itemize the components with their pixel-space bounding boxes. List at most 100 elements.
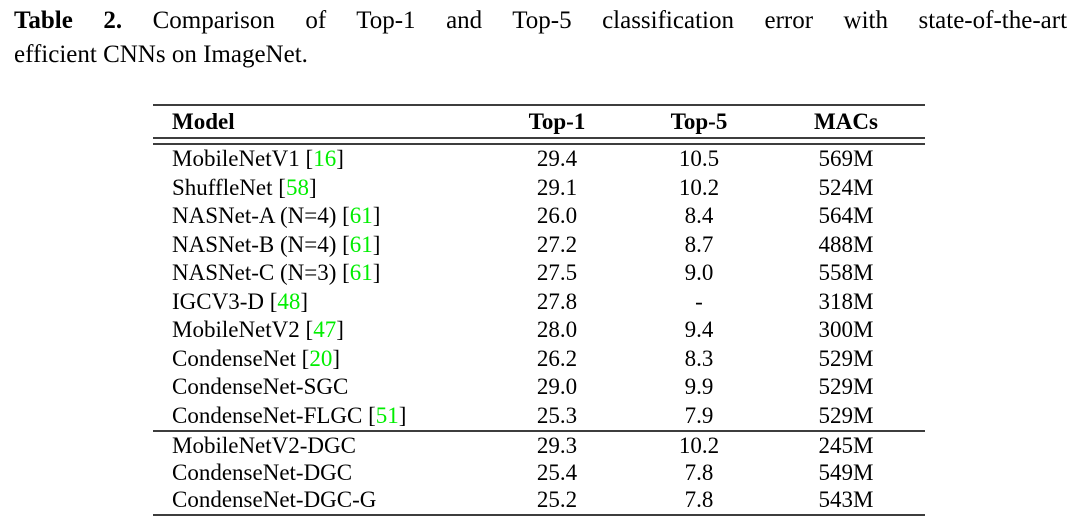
- table-group-baselines: MobileNetV1 [16] 29.4 10.5 569M ShuffleNet […: [153, 145, 925, 430]
- top5-cell: 10.5: [678, 146, 720, 172]
- table-row: CondenseNet-DGC 25.4 7.8 549M: [153, 459, 925, 486]
- top5-cell: 10.2: [678, 432, 720, 458]
- citation-bracket-open: [: [272, 174, 286, 200]
- caption-text: Comparison of Top-1 and Top-5 classifica…: [152, 7, 1068, 34]
- top1-cell: 29.0: [536, 374, 578, 400]
- table-row: NASNet-C (N=3) [61] 27.5 9.0 558M: [153, 259, 925, 288]
- table-row: MobileNetV1 [16] 29.4 10.5 569M: [153, 145, 925, 174]
- macs-cell: 569M: [818, 146, 874, 172]
- macs-cell: 488M: [818, 231, 874, 257]
- model-name: IGCV3-D: [172, 288, 264, 314]
- column-header-model: Model: [172, 108, 235, 134]
- model-cell: IGCV3-D [48]: [153, 289, 483, 315]
- citation-link[interactable]: 61: [349, 203, 373, 229]
- citation-bracket-close: ]: [372, 260, 381, 286]
- model-name: NASNet-B (N=4): [172, 231, 337, 257]
- citation-bracket-open: [: [336, 231, 350, 257]
- table-row: MobileNetV2-DGC 29.3 10.2 245M: [153, 432, 925, 459]
- table-row: IGCV3-D [48] 27.8 - 318M: [153, 288, 925, 317]
- column-header-top5: Top-5: [670, 108, 728, 134]
- citation-bracket-open: [: [295, 345, 310, 371]
- top1-cell: 27.8: [536, 288, 578, 314]
- citation-link[interactable]: 58: [285, 174, 309, 200]
- table-row: NASNet-A (N=4) [61] 26.0 8.4 564M: [153, 202, 925, 231]
- table-row: CondenseNet-DGC-G 25.2 7.8 543M: [153, 487, 925, 514]
- top5-cell: 9.9: [684, 374, 714, 400]
- model-name: ShuffleNet: [172, 174, 273, 200]
- caption-line-2: efficient CNNs on ImageNet.: [14, 41, 308, 68]
- macs-cell: 529M: [818, 374, 874, 400]
- top5-cell: 9.0: [684, 260, 714, 286]
- citation-bracket-close: ]: [372, 203, 381, 229]
- model-name: NASNet-C (N=3): [172, 260, 337, 286]
- citation-bracket-open: [: [336, 260, 350, 286]
- macs-cell: 543M: [818, 487, 874, 513]
- top1-cell: 27.2: [536, 231, 578, 257]
- top5-cell: 9.4: [684, 317, 714, 343]
- citation-bracket-close: ]: [372, 231, 381, 257]
- model-cell: CondenseNet-FLGC [51]: [153, 403, 483, 429]
- citation-bracket-close: ]: [336, 146, 344, 172]
- model-cell: NASNet-B (N=4) [61]: [153, 232, 483, 258]
- model-name: CondenseNet-SGC: [172, 374, 349, 400]
- comparison-table: Model Top-1 Top-5 MACs MobileNetV1 [16] 2…: [153, 104, 925, 517]
- citation-link[interactable]: 16: [313, 146, 337, 172]
- model-cell: MobileNetV2 [47]: [153, 317, 483, 343]
- header-row: Model Top-1 Top-5 MACs: [153, 106, 925, 137]
- citation-link[interactable]: 51: [375, 402, 399, 428]
- model-cell: CondenseNet [20]: [153, 346, 483, 372]
- model-cell: CondenseNet-SGC: [153, 374, 483, 400]
- model-name: MobileNetV2: [172, 317, 300, 343]
- top5-cell: -: [695, 288, 703, 314]
- citation-link[interactable]: 20: [309, 345, 333, 371]
- top1-cell: 27.5: [536, 260, 578, 286]
- top1-cell: 26.2: [536, 345, 578, 371]
- citation-bracket-close: ]: [398, 402, 407, 428]
- top5-cell: 7.8: [684, 487, 714, 513]
- citation-bracket-close: ]: [332, 345, 341, 371]
- model-name: CondenseNet-DGC-G: [172, 487, 377, 513]
- macs-cell: 524M: [818, 174, 874, 200]
- table-row: CondenseNet [20] 26.2 8.3 529M: [153, 345, 925, 374]
- macs-cell: 558M: [818, 260, 874, 286]
- macs-cell: 549M: [818, 460, 874, 486]
- citation-link[interactable]: 47: [313, 317, 337, 343]
- top5-cell: 7.8: [684, 460, 714, 486]
- top1-cell: 25.4: [536, 460, 578, 486]
- top5-cell: 7.9: [684, 402, 714, 428]
- macs-cell: 564M: [818, 203, 874, 229]
- caption-label: Table 2.: [14, 7, 123, 34]
- top1-cell: 29.4: [536, 146, 578, 172]
- citation-bracket-open: [: [336, 203, 350, 229]
- citation-link[interactable]: 61: [349, 231, 373, 257]
- table-row: MobileNetV2 [47] 28.0 9.4 300M: [153, 316, 925, 345]
- top1-cell: 29.3: [536, 432, 578, 458]
- macs-cell: 529M: [818, 402, 874, 428]
- table-row: CondenseNet-SGC 29.0 9.9 529M: [153, 373, 925, 402]
- bottom-rule: [153, 514, 925, 517]
- table-row: CondenseNet-FLGC [51] 25.3 7.9 529M: [153, 402, 925, 431]
- table-row: NASNet-B (N=4) [61] 27.2 8.7 488M: [153, 231, 925, 260]
- column-header-top1: Top-1: [528, 108, 586, 134]
- top1-cell: 28.0: [536, 317, 578, 343]
- model-name: CondenseNet-FLGC: [172, 402, 363, 428]
- citation-link[interactable]: 61: [349, 260, 373, 286]
- citation-bracket-close: ]: [300, 288, 309, 314]
- macs-cell: 529M: [818, 345, 874, 371]
- model-name: MobileNetV1: [172, 146, 300, 172]
- macs-cell: 245M: [818, 432, 874, 458]
- group-separator-rule: [153, 430, 925, 432]
- table-row: ShuffleNet [58] 29.1 10.2 524M: [153, 174, 925, 203]
- citation-bracket-close: ]: [308, 174, 317, 200]
- model-cell: MobileNetV1 [16]: [153, 146, 483, 172]
- top-rule: [153, 104, 925, 106]
- citation-link[interactable]: 48: [277, 288, 301, 314]
- citation-bracket-open: [: [299, 317, 314, 343]
- macs-cell: 300M: [818, 317, 874, 343]
- citation-bracket-open: [: [299, 146, 314, 172]
- model-cell: ShuffleNet [58]: [153, 175, 483, 201]
- top5-cell: 10.2: [678, 174, 720, 200]
- model-name: MobileNetV2-DGC: [172, 432, 356, 458]
- top1-cell: 26.0: [536, 203, 578, 229]
